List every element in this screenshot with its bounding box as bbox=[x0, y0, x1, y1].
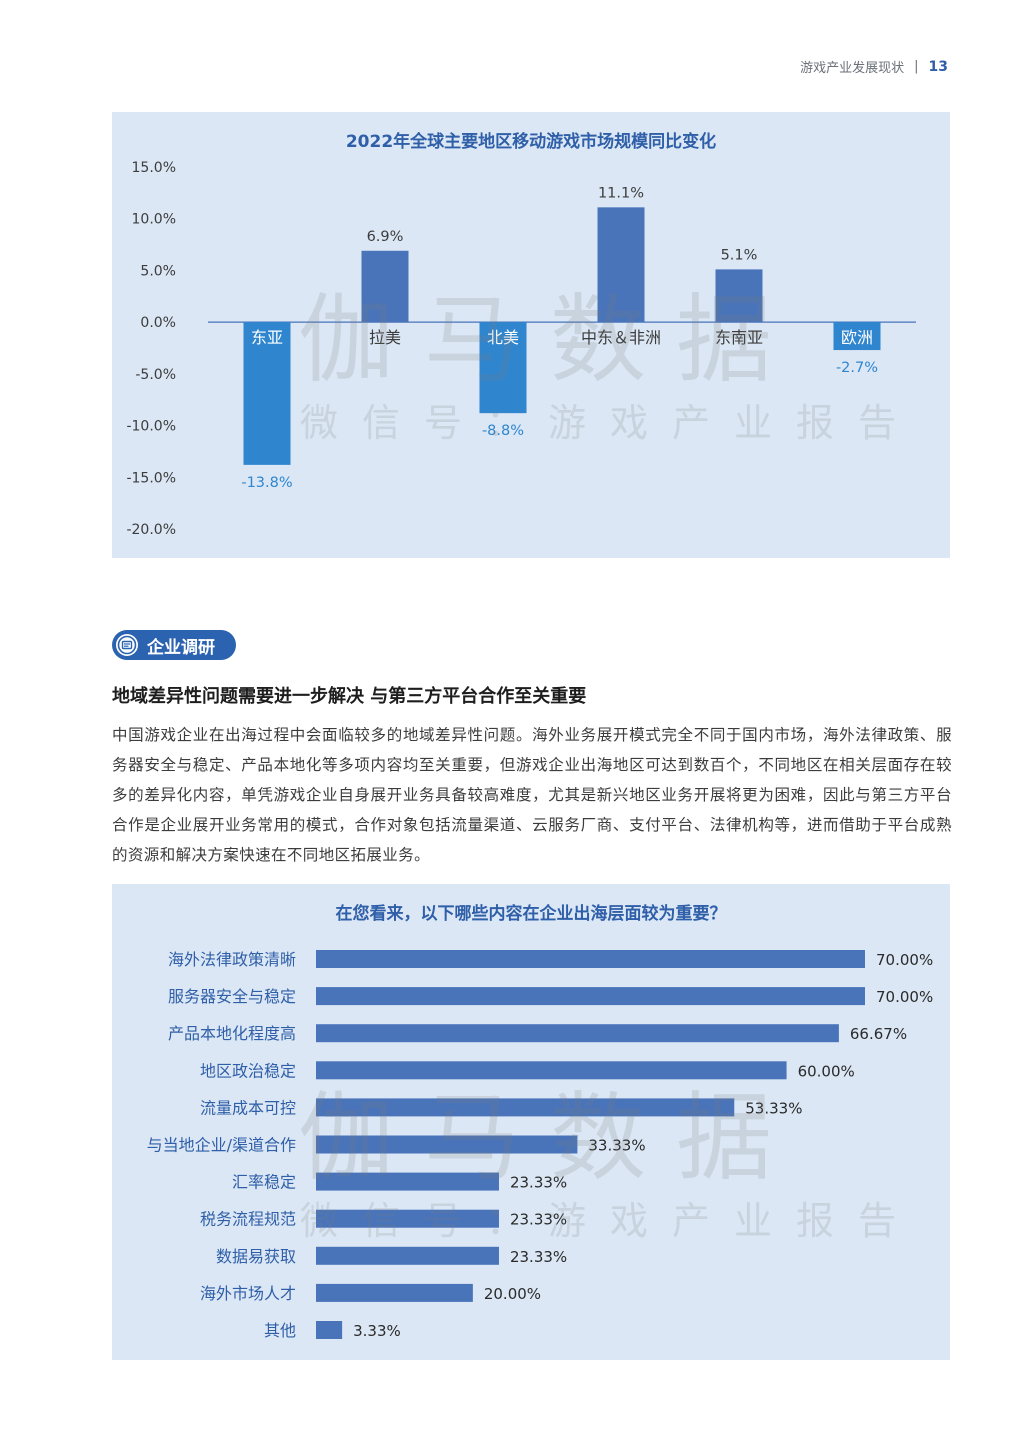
y-tick-label: 5.0% bbox=[140, 263, 176, 279]
chart-title: 2022年全球主要地区移动游戏市场规模同比变化 bbox=[346, 131, 716, 152]
section-body: 中国游戏企业在出海过程中会面临较多的地域差异性问题。海外业务展开模式完全不同于国… bbox=[112, 726, 952, 864]
data-label: 70.00% bbox=[876, 988, 933, 1006]
header-divider: | bbox=[914, 59, 919, 74]
data-label: 23.33% bbox=[510, 1248, 567, 1266]
chart-title: 在您看来，以下哪些内容在企业出海层面较为重要？ bbox=[336, 903, 727, 924]
data-label: 23.33% bbox=[510, 1174, 567, 1192]
category-label: 数据易获取 bbox=[216, 1247, 296, 1266]
category-label: 中东＆非洲 bbox=[581, 328, 661, 347]
category-label: 欧洲 bbox=[841, 328, 873, 347]
data-label: 23.33% bbox=[510, 1211, 567, 1229]
bar-数据易获取 bbox=[316, 1246, 499, 1265]
bar-汇率稳定 bbox=[316, 1172, 499, 1191]
bar-拉美 bbox=[361, 250, 409, 323]
y-tick-label: 10.0% bbox=[132, 212, 176, 228]
data-label: 3.33% bbox=[353, 1322, 401, 1340]
data-label: 66.67% bbox=[850, 1025, 907, 1043]
y-tick-label: -20.0% bbox=[126, 522, 176, 538]
bar-东南亚 bbox=[715, 269, 763, 323]
data-label: 6.9% bbox=[367, 229, 404, 245]
data-label: -13.8% bbox=[241, 475, 292, 491]
section-badge: 企业调研 bbox=[112, 630, 236, 660]
bar-地区政治稳定 bbox=[316, 1061, 787, 1080]
y-tick-label: -10.0% bbox=[126, 419, 176, 435]
data-label: 53.33% bbox=[745, 1099, 802, 1117]
bar-东亚 bbox=[243, 322, 291, 465]
bar-欧洲 bbox=[833, 322, 881, 351]
y-tick-label: 0.0% bbox=[140, 315, 176, 331]
bar-服务器安全与稳定 bbox=[316, 987, 865, 1006]
bar-中东＆非洲 bbox=[597, 207, 645, 323]
bar-海外法律政策清晰 bbox=[316, 950, 865, 968]
category-label: 税务流程规范 bbox=[200, 1210, 296, 1229]
data-label: -2.7% bbox=[836, 360, 878, 376]
category-label: 其他 bbox=[264, 1321, 296, 1340]
bar-北美 bbox=[479, 322, 527, 414]
bar-流量成本可控 bbox=[316, 1098, 735, 1117]
bar-与当地企业/渠道合作 bbox=[316, 1135, 578, 1154]
bar-其他 bbox=[316, 1321, 343, 1339]
header-section-title: 游戏产业发展现状 bbox=[800, 61, 905, 76]
category-label: 东亚 bbox=[251, 328, 283, 347]
section-title: 地域差异性问题需要进一步解决 与第三方平台合作至关重要 bbox=[112, 686, 587, 707]
overseas-priorities-chart-panel: 在您看来，以下哪些内容在企业出海层面较为重要？ 海外法律政策清晰 70.00% 服务器… bbox=[112, 884, 950, 1360]
data-label: 20.00% bbox=[484, 1285, 541, 1303]
regional-growth-chart: 2022年全球主要地区移动游戏市场规模同比变化 15.0% 10.0% 5.0% 0.0… bbox=[126, 131, 916, 538]
survey-icon bbox=[116, 634, 138, 656]
bar-海外市场人才 bbox=[316, 1283, 473, 1302]
page-header: 游戏产业发展现状 | 13 bbox=[800, 57, 948, 77]
category-label: 地区政治稳定 bbox=[200, 1061, 296, 1080]
data-label: 11.1% bbox=[598, 185, 644, 201]
data-label: 5.1% bbox=[721, 247, 758, 263]
category-label: 流量成本可控 bbox=[200, 1098, 296, 1117]
data-label: 33.33% bbox=[588, 1137, 645, 1155]
data-label: 70.00% bbox=[876, 951, 933, 969]
y-tick-label: 15.0% bbox=[132, 160, 176, 176]
bar-产品本地化程度高 bbox=[316, 1024, 839, 1043]
data-label: 60.00% bbox=[798, 1062, 855, 1080]
category-label: 东南亚 bbox=[715, 328, 763, 347]
category-label: 海外法律政策清晰 bbox=[168, 950, 296, 969]
category-label: 汇率稳定 bbox=[232, 1173, 296, 1192]
category-label: 产品本地化程度高 bbox=[168, 1024, 296, 1043]
category-label: 拉美 bbox=[369, 328, 401, 347]
category-label: 与当地企业/渠道合作 bbox=[147, 1136, 296, 1155]
regional-growth-chart-panel: 2022年全球主要地区移动游戏市场规模同比变化 15.0% 10.0% 5.0% 0.0… bbox=[112, 112, 950, 558]
page-number: 13 bbox=[928, 58, 948, 75]
y-tick-label: -15.0% bbox=[126, 470, 176, 486]
category-label: 北美 bbox=[487, 328, 519, 347]
category-label: 服务器安全与稳定 bbox=[168, 987, 296, 1006]
y-tick-label: -5.0% bbox=[135, 367, 176, 383]
section-badge-label: 企业调研 bbox=[147, 637, 215, 658]
bar-税务流程规范 bbox=[316, 1209, 499, 1228]
overseas-priorities-chart: 在您看来，以下哪些内容在企业出海层面较为重要？ 海外法律政策清晰 70.00% 服务器… bbox=[147, 903, 934, 1340]
category-label: 海外市场人才 bbox=[200, 1284, 296, 1303]
data-label: -8.8% bbox=[482, 423, 524, 439]
